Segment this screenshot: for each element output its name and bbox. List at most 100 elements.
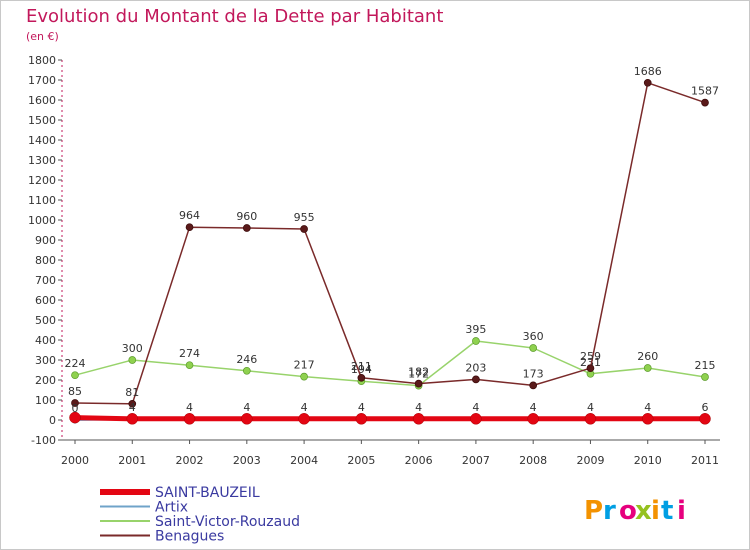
series-line [74,340,706,387]
data-label: 203 [465,361,486,374]
data-point [529,381,538,390]
y-tick-label: 1100 [28,194,56,207]
data-point [643,364,652,372]
data-point [586,364,595,373]
data-label: 1686 [634,65,662,78]
data-point [699,413,711,425]
y-tick-label: 800 [35,254,56,267]
data-label: 231 [580,356,601,369]
data-point [128,399,137,408]
series-line [74,415,705,422]
data-label: 4 [644,401,651,414]
data-point [701,373,709,381]
data-point [71,371,79,380]
axes: -100 0 100 200 300 400 500 600 700 800 900 1000 1100… [28,54,720,467]
data-label: 360 [523,330,544,343]
data-label: 4 [243,401,250,414]
legend: SAINT-BAUZEILArtixSaint-Victor-RouzaudBe… [100,485,300,545]
data-label: 215 [695,359,716,372]
brand-letter: t [661,496,673,526]
data-point [298,413,310,425]
y-tick-label: 900 [35,234,56,247]
data-label: 173 [523,367,544,380]
data-label: 182 [408,366,429,379]
data-point [300,372,308,381]
data-point [126,413,139,425]
y-tick-label: 1600 [28,94,56,107]
data-point [412,413,425,425]
y-tick-label: 700 [35,274,56,287]
data-label: 274 [179,347,200,360]
data-point [584,413,597,425]
y-tick-label: 200 [35,374,56,387]
y-tick-label: 400 [35,334,56,347]
data-label: 4 [186,401,193,414]
data-label: 4 [415,401,422,414]
data-label: 6 [702,401,709,414]
series-layer: 224 300 274 246 217 194 172 395 360 231 260 215 85 81… [65,65,719,425]
data-point [241,413,253,425]
series-saint-bauzeil [69,411,711,425]
data-point [128,356,137,364]
data-point [527,413,539,425]
y-tick-label: 1000 [28,214,56,227]
data-label: 259 [580,350,601,363]
data-label: 246 [236,353,257,366]
data-point [470,413,482,425]
x-tick-label: 2000 [61,454,89,467]
data-point [355,413,368,425]
x-tick-label: 2001 [118,454,146,467]
x-tick-label: 2007 [462,454,490,467]
data-label: 955 [294,211,315,224]
x-tick-label: 2005 [347,454,375,467]
brand-letter: o [619,496,637,526]
data-label: 1587 [691,85,719,98]
chart-title: Evolution du Montant de la Dette par Hab… [26,6,443,27]
x-tick-label: 2002 [176,454,204,467]
brand-letter: P [584,496,603,526]
legend-label: Artix [155,500,188,516]
data-label: 0 [72,402,79,415]
brand-letter: x [635,496,652,526]
y-tick-label: 500 [35,314,56,327]
series-saint-victor-rouzaud: 224 300 274 246 217 194 172 395 360 231 260 215 [65,323,716,390]
data-label: 960 [236,210,257,223]
data-point [185,361,194,370]
data-label: 4 [301,401,308,414]
y-tick-label: 1300 [28,154,56,167]
legend-label: Benagues [155,529,224,545]
data-label: 194 [351,363,372,376]
x-tick-label: 2004 [290,454,318,467]
data-point [701,98,709,107]
data-point [71,399,79,407]
x-tick-label: 2009 [576,454,604,467]
data-point [357,373,366,382]
data-label: 964 [179,209,200,222]
brand-letter: r [603,496,616,526]
data-point [472,337,480,345]
data-point [529,344,538,352]
series-line [74,82,706,405]
data-point [300,225,308,233]
data-label: 260 [637,350,658,363]
brand-letter: i [677,496,686,526]
data-point [641,413,654,425]
data-point [472,375,480,384]
data-point [183,413,196,425]
x-tick-label: 2008 [519,454,547,467]
legend-label: Saint-Victor-Rouzaud [155,514,300,530]
y-tick-label: 0 [49,414,56,427]
y-tick-label: 1200 [28,174,56,187]
x-tick-label: 2010 [634,454,662,467]
chart-subtitle: (en €) [26,30,59,43]
data-label: 395 [465,323,486,336]
data-label: 172 [408,368,429,381]
data-point [242,224,251,232]
data-label: 217 [294,359,315,372]
data-point [69,411,81,424]
data-point [185,223,194,232]
data-label: 4 [587,401,594,414]
